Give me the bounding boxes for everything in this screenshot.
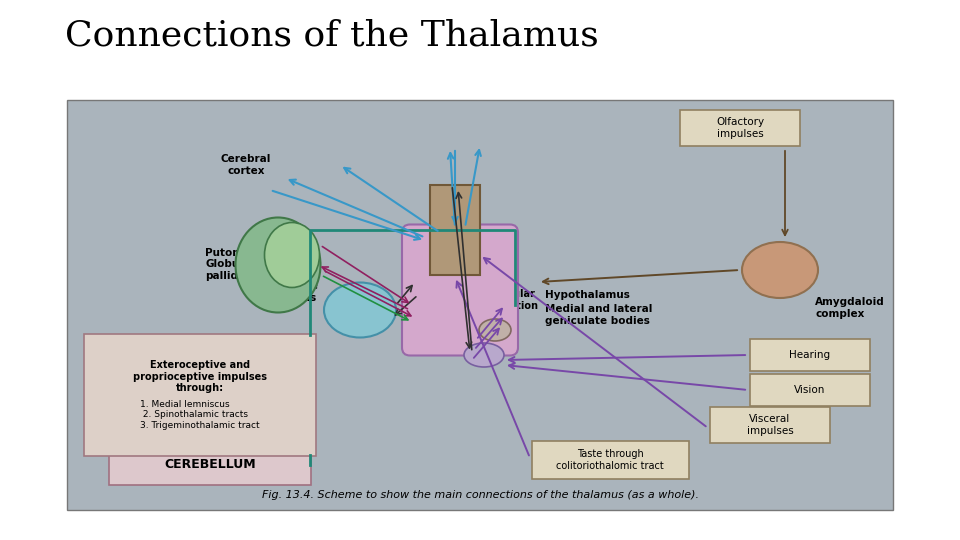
Bar (67, 100, 893, 510)
Ellipse shape (235, 218, 321, 313)
Text: Cerebral
cortex: Cerebral cortex (221, 154, 271, 176)
Ellipse shape (742, 242, 818, 298)
FancyBboxPatch shape (710, 407, 830, 443)
Text: Exteroceptive and
proprioceptive impulses
through:: Exteroceptive and proprioceptive impulse… (133, 360, 267, 393)
Ellipse shape (479, 319, 511, 341)
Text: Putomen: Putomen (205, 248, 257, 258)
Text: Medial and lateral
geniculate bodies: Medial and lateral geniculate bodies (545, 304, 653, 326)
Text: Visceral
impulses: Visceral impulses (747, 414, 793, 436)
Text: Olfactory
impulses: Olfactory impulses (716, 117, 764, 139)
Ellipse shape (464, 343, 504, 367)
FancyBboxPatch shape (402, 225, 518, 355)
Text: Caudate
nucleus: Caudate nucleus (269, 281, 318, 303)
FancyBboxPatch shape (750, 339, 870, 371)
Text: Taste through
colitoriothalomic tract: Taste through colitoriothalomic tract (556, 449, 664, 471)
Text: Hearing: Hearing (789, 350, 830, 360)
FancyBboxPatch shape (532, 441, 688, 479)
Text: Globus
pallidus: Globus pallidus (205, 259, 252, 281)
Ellipse shape (265, 222, 320, 287)
Text: CEREBELLUM: CEREBELLUM (164, 458, 255, 471)
FancyBboxPatch shape (750, 374, 870, 406)
FancyBboxPatch shape (109, 445, 311, 485)
Text: Vision: Vision (794, 385, 826, 395)
Text: 1. Medial lemniscus
 2. Spinothalamic tracts
3. Trigeminothalamic tract: 1. Medial lemniscus 2. Spinothalamic tra… (140, 400, 260, 430)
FancyBboxPatch shape (680, 110, 800, 146)
Text: Reticular
formation: Reticular formation (485, 289, 539, 311)
Bar (430, 185, 480, 275)
Text: Connections of the Thalamus: Connections of the Thalamus (65, 18, 599, 52)
Text: Amygdaloid
complex: Amygdaloid complex (815, 297, 885, 319)
Text: Fig. 13.4. Scheme to show the main connections of the thalamus (as a whole).: Fig. 13.4. Scheme to show the main conne… (261, 490, 699, 500)
Text: Hypothalamus: Hypothalamus (545, 290, 630, 300)
FancyBboxPatch shape (84, 334, 316, 456)
Ellipse shape (324, 282, 396, 338)
